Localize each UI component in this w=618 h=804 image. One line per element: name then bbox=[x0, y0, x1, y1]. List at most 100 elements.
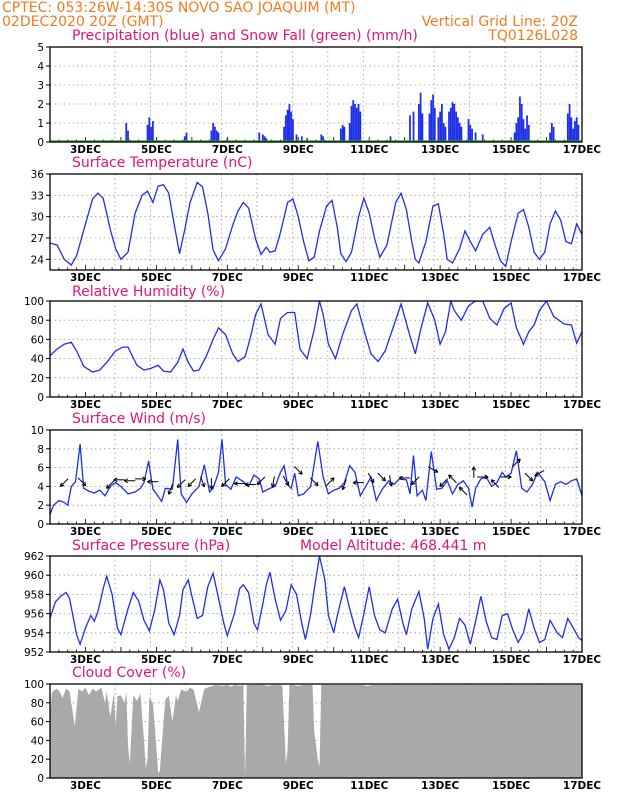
wind-vector-head bbox=[168, 490, 169, 494]
x-tick-label: 15DEC bbox=[492, 144, 531, 156]
wind-vector-arrow bbox=[326, 478, 334, 486]
y-tick-label: 954 bbox=[24, 628, 44, 640]
wind-vector-arrow bbox=[114, 478, 125, 482]
y-tick-label: 40 bbox=[31, 735, 44, 747]
precip-bar bbox=[450, 108, 452, 142]
precip-bar bbox=[356, 108, 358, 142]
precip-bar bbox=[578, 125, 580, 142]
precip-bar bbox=[340, 129, 342, 142]
x-tick-label: 5DEC bbox=[141, 654, 172, 666]
y-tick-label: 100 bbox=[24, 679, 44, 691]
y-tick-label: 0 bbox=[37, 773, 44, 785]
precip-bar bbox=[283, 127, 285, 142]
precip-bar bbox=[422, 114, 424, 143]
y-tick-label: 960 bbox=[24, 570, 44, 582]
y-tick-label: 958 bbox=[24, 589, 44, 601]
panel-frame bbox=[50, 301, 582, 397]
wind-vector-arrow bbox=[78, 478, 86, 486]
x-tick-label: 3DEC bbox=[70, 144, 101, 156]
y-tick-label: 0 bbox=[37, 519, 44, 531]
x-tick-label: 9DEC bbox=[283, 399, 314, 411]
x-tick-label: 3DEC bbox=[70, 780, 101, 792]
y-tick-label: 8 bbox=[37, 444, 44, 456]
wind-vector-arrow bbox=[124, 479, 135, 483]
y-tick-label: 6 bbox=[37, 463, 44, 475]
precip-bar bbox=[553, 127, 555, 142]
x-tick-label: 17DEC bbox=[563, 780, 602, 792]
cloud-cover-area bbox=[50, 685, 582, 778]
x-tick-label: 5DEC bbox=[141, 399, 172, 411]
x-tick-label: 13DEC bbox=[421, 526, 460, 538]
x-tick-label: 17DEC bbox=[563, 654, 602, 666]
precip-bar bbox=[434, 108, 436, 142]
y-tick-label: 962 bbox=[24, 551, 44, 563]
y-tick-label: 2 bbox=[37, 99, 44, 111]
x-tick-label: 5DEC bbox=[141, 144, 172, 156]
y-tick-label: 33 bbox=[31, 190, 44, 202]
x-tick-label: 15DEC bbox=[492, 526, 531, 538]
wind-vector-shaft bbox=[326, 478, 334, 486]
x-tick-label: 15DEC bbox=[492, 399, 531, 411]
precip-bar bbox=[445, 127, 447, 142]
panel-frame bbox=[50, 174, 582, 270]
y-tick-label: 4 bbox=[37, 61, 44, 73]
series-line-humidity bbox=[50, 301, 582, 372]
panel-title-pressure: Surface Pressure (hPa) bbox=[72, 538, 230, 554]
x-tick-label: 17DEC bbox=[563, 399, 602, 411]
plot-area-pressure bbox=[50, 556, 582, 649]
x-tick-label: 11DEC bbox=[350, 526, 389, 538]
x-tick-label: 9DEC bbox=[283, 272, 314, 284]
precip-bar bbox=[453, 104, 455, 142]
x-tick-label: 5DEC bbox=[141, 272, 172, 284]
x-tick-label: 3DEC bbox=[70, 399, 101, 411]
precip-bar bbox=[441, 104, 443, 142]
precip-bar bbox=[358, 104, 360, 142]
wind-vector-arrow bbox=[525, 473, 533, 481]
x-tick-label: 11DEC bbox=[350, 780, 389, 792]
wind-vector-shaft bbox=[188, 479, 196, 487]
wind-vector-shaft bbox=[78, 478, 86, 486]
y-tick-label: 40 bbox=[31, 354, 44, 366]
precip-bar bbox=[343, 127, 345, 142]
x-tick-label: 9DEC bbox=[283, 780, 314, 792]
x-tick-label: 7DEC bbox=[212, 526, 243, 538]
precip-bar bbox=[290, 112, 292, 142]
precip-bar bbox=[429, 114, 431, 143]
y-tick-label: 1 bbox=[37, 118, 44, 130]
precip-bar bbox=[469, 125, 471, 142]
x-tick-label: 9DEC bbox=[283, 654, 314, 666]
x-tick-label: 11DEC bbox=[350, 144, 389, 156]
x-tick-label: 15DEC bbox=[492, 654, 531, 666]
panel-title-precipitation: Precipitation (blue) and Snow Fall (gree… bbox=[72, 28, 418, 44]
precip-bar bbox=[439, 112, 441, 142]
y-tick-label: 20 bbox=[31, 373, 44, 385]
x-tick-label: 13DEC bbox=[421, 399, 460, 411]
wind-vector-arrow bbox=[135, 477, 146, 481]
wind-vector-arrow bbox=[209, 478, 213, 489]
precip-bar bbox=[125, 123, 127, 142]
y-tick-label: 10 bbox=[31, 425, 44, 437]
y-tick-label: 60 bbox=[31, 717, 44, 729]
plot-area-precipitation bbox=[50, 93, 582, 142]
precip-bar bbox=[432, 95, 434, 143]
wind-vector-arrow bbox=[188, 479, 196, 487]
x-tick-label: 15DEC bbox=[492, 272, 531, 284]
x-tick-label: 3DEC bbox=[70, 272, 101, 284]
wind-vector-arrow bbox=[459, 487, 467, 495]
precip-bar bbox=[523, 119, 525, 142]
precip-bar bbox=[214, 127, 216, 142]
y-tick-label: 2 bbox=[37, 500, 44, 512]
precip-bar bbox=[359, 112, 361, 142]
y-tick-label: 956 bbox=[24, 609, 44, 621]
precip-bar bbox=[152, 121, 154, 142]
precip-bar bbox=[351, 106, 353, 142]
precip-bar bbox=[517, 117, 519, 142]
precip-bar bbox=[430, 100, 432, 142]
y-tick-label: 60 bbox=[31, 334, 44, 346]
wind-vector-head bbox=[204, 483, 205, 487]
precip-bar bbox=[437, 117, 439, 142]
